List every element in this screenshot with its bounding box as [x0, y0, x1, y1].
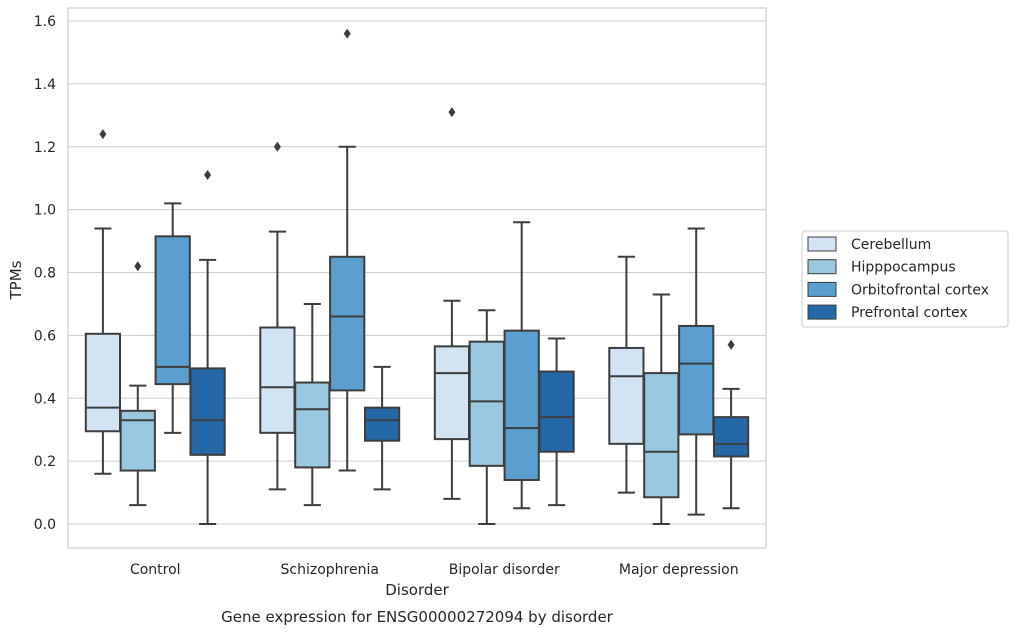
outlier-point	[448, 107, 456, 118]
box	[294, 381, 331, 469]
x-tick-label: Major depression	[619, 562, 739, 578]
y-tick-label: 1.0	[34, 203, 56, 219]
y-tick-label: 0.4	[34, 391, 56, 407]
box-group	[329, 28, 366, 472]
y-tick-label: 1.6	[34, 14, 56, 30]
legend-item: Cerebellum	[807, 236, 931, 253]
box	[84, 332, 122, 433]
box	[329, 255, 366, 392]
box-group	[189, 170, 226, 525]
legend-item: Hipppocampus	[807, 259, 956, 276]
box-group	[678, 227, 715, 516]
box-plot-area	[84, 28, 750, 525]
box	[363, 406, 401, 442]
box	[468, 340, 505, 467]
x-tick-label: Schizophrenia	[281, 562, 379, 578]
legend: Cerebellum Hipppocampus Orbitofrontal cort…	[801, 230, 1009, 328]
box	[608, 346, 645, 445]
box-group	[712, 339, 750, 510]
legend-label: Cerebellum	[851, 237, 931, 253]
box-group	[294, 302, 331, 507]
legend-swatch	[807, 259, 837, 275]
legend-item: Orbitofrontal cortex	[807, 281, 989, 298]
y-tick-label: 0.8	[34, 266, 56, 282]
chart-caption: Gene expression for ENSG00000272094 by d…	[221, 608, 614, 626]
box	[154, 235, 191, 386]
outlier-point	[343, 28, 351, 39]
legend-swatch	[807, 281, 837, 297]
box-group	[538, 337, 575, 507]
x-tick-label: Control	[130, 562, 181, 578]
box-group	[119, 261, 156, 507]
y-tick-label: 0.2	[34, 454, 56, 470]
outlier-point	[99, 129, 107, 140]
outlier-point	[273, 141, 281, 152]
y-tick-label: 1.2	[34, 140, 56, 156]
outlier-point	[727, 339, 735, 350]
box-group	[363, 365, 401, 491]
outlier-point	[204, 170, 212, 181]
legend-swatch	[807, 236, 837, 252]
legend-swatch	[807, 304, 837, 320]
box	[712, 416, 750, 458]
box	[433, 345, 471, 441]
legend-label: Hipppocampus	[851, 260, 956, 276]
box	[503, 329, 540, 481]
legend-item: Prefrontal cortex	[807, 304, 968, 321]
box-group	[433, 107, 471, 500]
box	[259, 326, 296, 434]
x-axis-label: Disorder	[385, 581, 449, 599]
box	[643, 372, 680, 499]
box-group	[259, 141, 296, 491]
box-group	[608, 255, 645, 494]
box	[538, 370, 575, 453]
x-axis-ticks: Control Schizophrenia Bipolar disorder Majo…	[130, 562, 739, 578]
box	[189, 367, 226, 456]
box-group	[84, 129, 122, 475]
y-tick-label: 0.6	[34, 328, 56, 344]
box-group	[503, 221, 540, 510]
y-tick-label: 1.4	[34, 77, 56, 93]
y-tick-label: 0.0	[34, 517, 56, 533]
x-tick-label: Bipolar disorder	[449, 562, 560, 578]
box-group	[154, 202, 191, 434]
plot-frame	[67, 7, 767, 549]
outlier-point	[134, 261, 142, 272]
legend-label: Orbitofrontal cortex	[851, 282, 989, 298]
box	[678, 324, 715, 436]
box-group	[468, 309, 505, 525]
legend-label: Prefrontal cortex	[851, 305, 968, 321]
y-axis-ticks: 0.0 0.2 0.4 0.6 0.8 1.0 1.2 1.4 1.6	[34, 14, 56, 533]
y-axis-label: TPMs	[7, 260, 25, 300]
box-group	[643, 293, 680, 525]
legend-frame	[801, 230, 1009, 328]
